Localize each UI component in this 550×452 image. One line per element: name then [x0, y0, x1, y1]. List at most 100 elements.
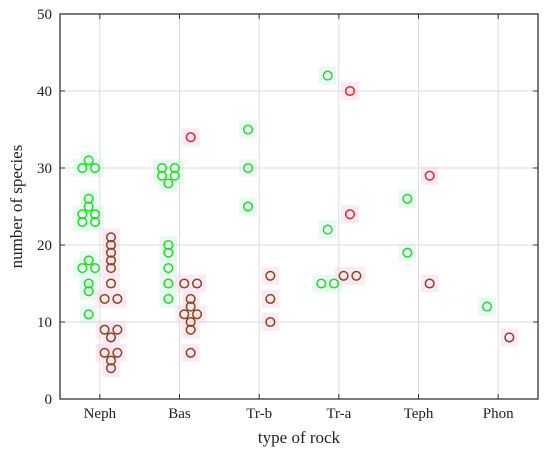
data-point: [242, 201, 254, 212]
point-halo: [79, 305, 98, 324]
point-halo: [101, 328, 120, 347]
point-halo: [188, 274, 207, 293]
data-point: [265, 270, 276, 281]
data-point: [344, 85, 356, 97]
data-point: [481, 301, 493, 312]
data-point: [169, 170, 180, 181]
data-point: [83, 193, 94, 204]
data-point: [163, 247, 174, 258]
data-point: [90, 216, 101, 227]
y-axis-label: number of species: [7, 145, 26, 269]
data-point: [105, 355, 117, 366]
data-point: [185, 347, 196, 358]
data-point: [77, 209, 88, 220]
data-point: [265, 293, 276, 304]
plot-frame: [59, 13, 539, 400]
point-halo: [340, 205, 359, 224]
point-halo: [159, 174, 178, 193]
data-point: [424, 170, 435, 181]
data-point: [179, 309, 190, 320]
data-point: [112, 293, 123, 304]
data-point: [105, 363, 117, 374]
x-tick-label: Phon: [483, 406, 514, 422]
point-halo: [478, 297, 497, 316]
data-point: [185, 316, 196, 328]
data-point: [265, 316, 276, 328]
data-point: [90, 209, 101, 220]
point-halo: [181, 343, 200, 362]
data-point: [169, 162, 180, 174]
data-point: [344, 209, 356, 220]
data-point: [99, 324, 110, 335]
data-point: [191, 278, 203, 289]
data-point: [185, 324, 196, 335]
data-point: [185, 132, 196, 143]
data-point: [83, 201, 94, 212]
y-axis-ticks: 0 10 20 30 40 50: [37, 7, 538, 408]
point-halo: [500, 328, 519, 347]
y-tick-label: 0: [45, 392, 53, 408]
data-point: [83, 255, 94, 266]
x-tick-label: Teph: [404, 406, 434, 422]
y-tick-label: 30: [37, 161, 52, 177]
data-point: [242, 162, 254, 174]
data-point: [112, 324, 123, 335]
data-point: [105, 247, 117, 258]
data-point: [105, 263, 117, 274]
data-point: [191, 309, 203, 320]
y-tick-label: 50: [37, 7, 52, 23]
data-point: [77, 263, 88, 274]
data-point: [424, 278, 435, 289]
point-halo: [101, 259, 120, 278]
point-halo: [318, 220, 337, 239]
point-halo: [239, 120, 258, 139]
data-point: [90, 162, 101, 174]
x-tick-label: Tr-a: [326, 406, 351, 422]
data-point: [185, 301, 196, 312]
data-point: [179, 278, 190, 289]
data-point: [83, 286, 94, 297]
data-point: [77, 162, 88, 174]
data-point: [329, 278, 340, 289]
data-point: [504, 332, 515, 343]
data-point: [90, 263, 101, 274]
data-point: [105, 255, 117, 266]
point-halo: [347, 266, 366, 285]
data-point: [163, 293, 174, 304]
point-halo: [398, 243, 417, 262]
x-tick-label: Neph: [84, 406, 117, 422]
data-point: [105, 332, 117, 343]
data-point: [156, 170, 168, 181]
y-tick-label: 40: [37, 84, 52, 100]
data-point: [99, 347, 110, 358]
data-point: [242, 124, 254, 135]
data-point: [163, 278, 174, 289]
gridlines: [60, 14, 538, 399]
data-point: [163, 263, 174, 274]
data-points: [77, 70, 515, 374]
point-halo: [239, 197, 258, 216]
x-axis-ticks: Neph Bas Tr-b Tr-a Teph Phon: [84, 14, 514, 422]
data-point: [83, 155, 94, 166]
point-halo: [181, 320, 200, 339]
point-halo: [86, 259, 105, 278]
point-halo: [398, 189, 417, 208]
data-point: [402, 247, 413, 258]
point-halo: [181, 128, 200, 147]
data-point: [83, 278, 94, 289]
data-point: [77, 216, 88, 227]
data-point: [105, 232, 117, 243]
data-point: [316, 278, 327, 289]
data-point: [156, 162, 168, 174]
point-halo: [261, 266, 280, 285]
data-point: [402, 193, 413, 204]
data-point: [112, 347, 123, 358]
data-point: [99, 293, 110, 304]
data-point: [351, 270, 362, 281]
data-point: [338, 270, 349, 281]
data-point: [185, 293, 196, 304]
point-halo: [159, 274, 178, 293]
x-axis-label: type of rock: [258, 428, 341, 447]
data-point: [322, 70, 333, 81]
